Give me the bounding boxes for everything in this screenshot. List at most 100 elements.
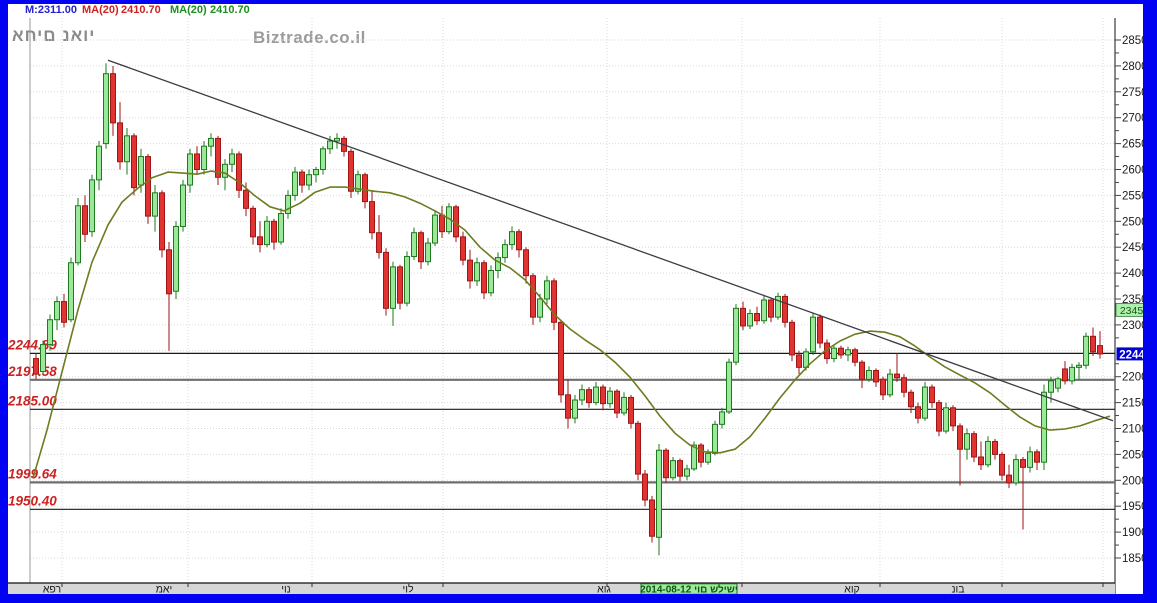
candle-body xyxy=(551,280,557,323)
candle-body xyxy=(600,386,606,405)
x-axis-strip xyxy=(8,583,1115,594)
candle-body xyxy=(439,214,445,233)
candle-body xyxy=(390,266,396,309)
candle-body xyxy=(187,153,193,186)
candle-body xyxy=(957,425,963,450)
y-axis-label: 2750 xyxy=(1122,87,1143,99)
candle-body xyxy=(404,256,410,304)
candle-body xyxy=(152,192,158,217)
y-axis-label: 2150 xyxy=(1122,398,1143,410)
candle-body xyxy=(915,406,921,419)
y-axis-label: 2450 xyxy=(1122,242,1143,254)
candle-body xyxy=(705,452,711,463)
candle-body xyxy=(845,349,851,356)
candle-body xyxy=(75,205,81,264)
ma-axis-marker-box xyxy=(1115,302,1143,317)
legend-ma-red-value: 2410.70 xyxy=(121,4,161,16)
candle-body xyxy=(397,266,403,304)
candle-body xyxy=(866,369,872,380)
candle-body xyxy=(978,456,984,466)
price-chart[interactable]: 2244.892197.582185.001999.641950.4028502… xyxy=(8,4,1143,594)
candle-body xyxy=(124,135,130,163)
candle-body xyxy=(565,394,571,419)
candle-body xyxy=(887,373,893,396)
candle-body xyxy=(523,249,529,277)
candle-body xyxy=(985,440,991,466)
candle-body xyxy=(579,389,585,401)
candle-body xyxy=(320,148,326,170)
y-axis-label: 2650 xyxy=(1122,139,1143,151)
candle-body xyxy=(509,231,515,246)
candle-body xyxy=(586,389,592,404)
candle-body xyxy=(362,174,368,203)
candle-body xyxy=(257,236,263,246)
candle-body xyxy=(796,354,802,368)
candle-body xyxy=(1090,335,1096,353)
y-axis-label: 2300 xyxy=(1122,320,1143,332)
candle-body xyxy=(754,313,760,322)
candle-body xyxy=(635,422,641,475)
candle-body xyxy=(1055,378,1061,389)
x-axis-month-label: מאי xyxy=(156,584,173,595)
candle-body xyxy=(663,449,669,479)
y-axis-label: 2600 xyxy=(1122,165,1143,177)
ma20-line xyxy=(32,170,1111,479)
candle-body xyxy=(61,301,67,323)
candle-body xyxy=(411,232,417,258)
candle-body xyxy=(418,232,424,263)
candle-body xyxy=(250,207,256,238)
candle-body xyxy=(649,499,655,537)
candle-body xyxy=(691,444,697,470)
candle-body xyxy=(138,156,144,186)
candle-body xyxy=(719,411,725,425)
candle-body xyxy=(502,244,508,259)
candle-body xyxy=(1069,366,1075,382)
candle-body xyxy=(166,249,172,295)
candle-body xyxy=(782,295,788,323)
candle-body xyxy=(243,189,249,209)
candle-body xyxy=(481,262,487,294)
candle-body xyxy=(908,391,914,408)
candle-body xyxy=(467,259,473,282)
candle-body xyxy=(474,262,480,282)
candle-body xyxy=(838,347,844,356)
candle-body xyxy=(1097,345,1103,355)
candle-body xyxy=(292,171,298,196)
candle-body xyxy=(789,321,795,356)
candle-body xyxy=(1006,474,1012,484)
candle-body xyxy=(96,145,102,181)
y-axis-label: 2100 xyxy=(1122,424,1143,436)
y-axis-label: 2800 xyxy=(1122,61,1143,73)
candle-body xyxy=(936,402,942,432)
x-axis-month-label: נוב xyxy=(951,584,964,595)
candle-body xyxy=(817,316,823,344)
candle-body xyxy=(110,73,116,124)
candle-body xyxy=(810,316,816,353)
candle-body xyxy=(54,301,60,321)
candle-body xyxy=(698,444,704,463)
candle-body xyxy=(495,257,501,272)
candle-body xyxy=(229,153,235,165)
candle-body xyxy=(355,174,361,192)
candle-body xyxy=(922,386,928,419)
candle-body xyxy=(348,150,354,192)
candle-body xyxy=(299,171,305,186)
y-axis-label: 2500 xyxy=(1122,216,1143,228)
candle-body xyxy=(607,390,613,405)
candle-body xyxy=(89,179,95,233)
candle-body xyxy=(873,369,879,383)
legend-ma-green-value: 2410.70 xyxy=(210,4,250,16)
ma-axis-marker-value: 2345 xyxy=(1120,305,1143,317)
candle-body xyxy=(670,460,676,479)
candle-body xyxy=(712,423,718,454)
last-price-box xyxy=(1115,346,1143,362)
candle-body xyxy=(103,73,109,145)
candle-body xyxy=(278,213,284,243)
candle-body xyxy=(1076,364,1082,368)
y-axis-label: 2400 xyxy=(1122,268,1143,280)
candle-body xyxy=(432,214,438,244)
x-axis-month-label: יול xyxy=(402,584,413,595)
candle-body xyxy=(971,433,977,458)
support-level-label: 2185.00 xyxy=(8,393,57,408)
y-axis-label: 1950 xyxy=(1122,501,1143,513)
